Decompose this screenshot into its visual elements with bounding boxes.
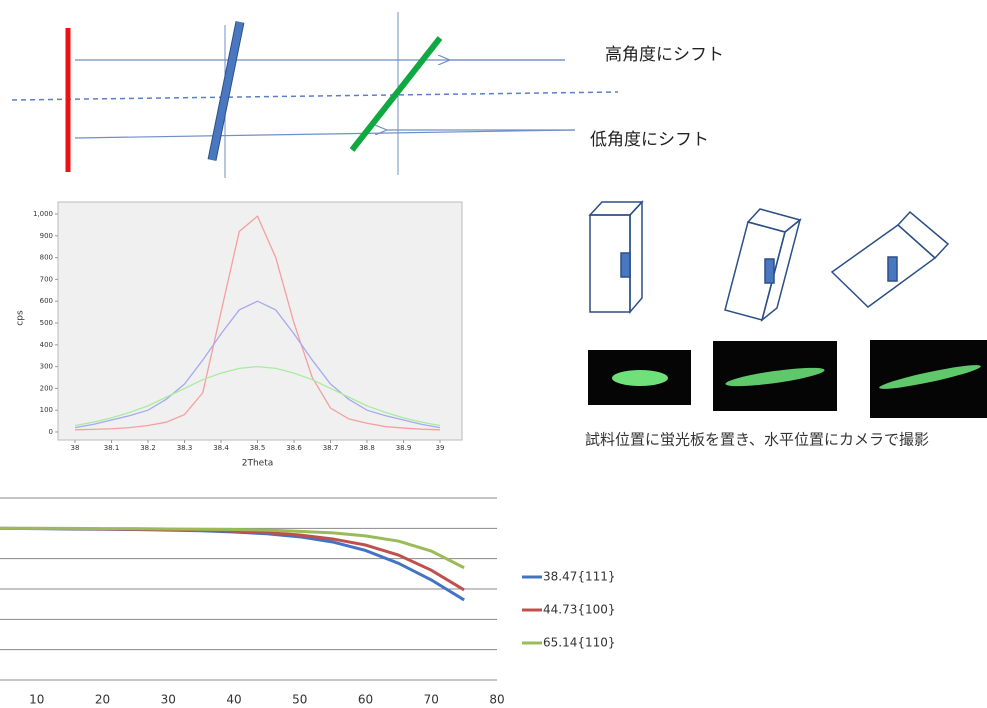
legend-label: 38.47{111} <box>543 570 616 584</box>
y-tick-label: 100 <box>40 406 53 414</box>
x-tick-label: 50 <box>292 693 307 707</box>
figure: 高角度にシフト 低角度にシフト 試料位置に蛍光板を置き、水平位置にカメラで撮影 … <box>0 0 987 708</box>
y-tick-label: 200 <box>40 384 53 392</box>
y-tick-label: 700 <box>40 275 53 283</box>
sample <box>765 259 774 283</box>
x-tick-label: 60 <box>358 693 373 707</box>
beam <box>612 370 668 386</box>
box <box>590 202 642 215</box>
sample <box>888 257 897 281</box>
box <box>748 209 800 232</box>
y-tick-label: 800 <box>40 254 53 262</box>
y-tick-label: 600 <box>40 297 53 305</box>
sample-boxes <box>590 202 948 320</box>
box <box>832 225 935 307</box>
box <box>898 212 948 258</box>
y-tick-label: 900 <box>40 232 53 240</box>
shift-label: 低角度にシフト <box>590 130 709 150</box>
x-tick-label: 40 <box>226 693 241 707</box>
x-tick-label: 10 <box>29 693 44 707</box>
caption: 試料位置に蛍光板を置き、水平位置にカメラで撮影 <box>585 431 929 449</box>
plot-area <box>58 202 462 440</box>
optics-diagram: 高角度にシフト 低角度にシフト <box>12 12 724 178</box>
y-tick-label: 0 <box>49 428 53 436</box>
y-tick-label: 1,000 <box>33 210 53 218</box>
legend-label: 65.14{110} <box>543 636 616 650</box>
x-tick-label: 70 <box>424 693 439 707</box>
shift-label: 高角度にシフト <box>605 45 724 65</box>
x-tick-label: 38.6 <box>286 444 302 452</box>
x-tick-label: 20 <box>95 693 110 707</box>
x-tick-label: 38 <box>71 444 80 452</box>
sample <box>621 253 630 277</box>
y-tick-label: 500 <box>40 319 53 327</box>
x-tick-label: 38.2 <box>140 444 156 452</box>
x-tick-label: 39 <box>436 444 445 452</box>
axis-dashed <box>12 92 618 100</box>
x-axis-label: 2Theta <box>242 459 274 469</box>
ray <box>75 130 575 138</box>
x-tick-label: 38.3 <box>177 444 193 452</box>
x-tick-label: 38.5 <box>250 444 266 452</box>
y-tick-label: 300 <box>40 363 53 371</box>
x-tick-label: 38.4 <box>213 444 229 452</box>
y-axis-label: cps <box>16 310 26 326</box>
camera-images: 試料位置に蛍光板を置き、水平位置にカメラで撮影 <box>585 340 987 449</box>
x-tick-label: 30 <box>161 693 176 707</box>
box <box>725 222 785 320</box>
x-tick-label: 38.1 <box>104 444 120 452</box>
x-tick-label: 80 <box>489 693 504 707</box>
x-tick-label: 38.7 <box>323 444 339 452</box>
x-tick-label: 38.9 <box>396 444 412 452</box>
box <box>630 202 642 312</box>
y-tick-label: 400 <box>40 341 53 349</box>
x-tick-label: 38.8 <box>359 444 375 452</box>
legend-label: 44.73{100} <box>543 603 616 617</box>
sample-blue-fill <box>212 22 240 160</box>
